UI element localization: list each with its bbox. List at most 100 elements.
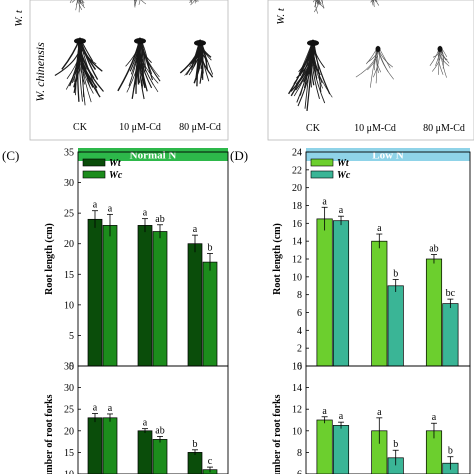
significance-letter: a [377, 407, 382, 418]
photo-left-label-10cd: 10 μM-Cd [119, 122, 161, 133]
significance-letter: ab [429, 244, 438, 255]
y-tick-label: 10 [64, 300, 74, 311]
significance-letter: a [322, 406, 327, 417]
y-tick-label: 10 [64, 470, 74, 474]
y-tick-label: 20 [64, 426, 74, 437]
legend-label-wt: Wt [337, 158, 350, 169]
photo-panel-left: W. t W. chinensis CK 10 μM-Cd 80 μM-Cd [13, 0, 229, 141]
y-tick-label: 25 [64, 209, 74, 220]
y-tick-label: 35 [64, 362, 74, 373]
y-tick-label: 6 [297, 308, 302, 319]
y-tick-label: 14 [292, 237, 302, 248]
y-tick-label: 8 [297, 448, 302, 459]
root-top-left-0 [69, 0, 86, 13]
y-tick-label: 14 [292, 383, 302, 394]
plot-frame [305, 365, 471, 474]
root-top-right-1 [370, 0, 380, 8]
bar-wc-1 [152, 231, 168, 367]
significance-letter: a [322, 196, 327, 207]
chart-root-length-normal-n: Normal N (C) 0 5 10 15 20 25 30 35 Root length (cm… [2, 148, 229, 373]
significance-letter: a [377, 223, 382, 234]
y-tick-label: 15 [64, 270, 74, 281]
y-axis-label: Number of root forks [44, 394, 55, 474]
y-tick-label: 30 [64, 383, 74, 394]
y-tick-label: 16 [292, 362, 302, 373]
root-wc-10cd-right [355, 45, 394, 88]
y-axis-label: Number of root forks [272, 394, 283, 474]
species-label-top-left: W. t [13, 9, 25, 27]
chart-title-bar [78, 148, 228, 161]
bar-wt-0 [87, 417, 103, 474]
chart-root-forks-low-n: 6 8 10 12 14 16 Number of root forks a a a a b b [272, 362, 471, 474]
y-tick-label: 15 [64, 448, 74, 459]
panel-label: (D) [230, 148, 248, 163]
bar-wt-1 [137, 225, 153, 367]
significance-letter: ab [155, 425, 164, 436]
significance-letter: bc [446, 288, 456, 299]
root-top-left-2 [189, 0, 199, 6]
root-wc-80cd-right [429, 45, 450, 78]
bar-wt-2 [187, 452, 203, 474]
root-wc-ck-right [288, 39, 333, 111]
y-tick-label: 22 [292, 165, 302, 176]
significance-letter: b [393, 269, 398, 280]
y-tick-label: 0 [69, 362, 74, 373]
photo-right-label-80cd: 80 μM-Cd [423, 123, 465, 134]
legend-label-wc: Wc [109, 170, 123, 181]
root-wc-80cd-left [179, 39, 214, 87]
bar-wc-0 [332, 220, 350, 367]
significance-letter: b [448, 446, 453, 457]
y-tick-label: 16 [292, 219, 302, 230]
panel-label: (C) [2, 148, 19, 163]
y-axis-label: Root length (cm) [44, 223, 55, 295]
species-label-bottom-left: W. chinensis [33, 42, 47, 102]
significance-letter: c [208, 456, 213, 467]
significance-letter: a [108, 403, 113, 414]
chart-title: Low N [372, 150, 404, 162]
photo-panel-right: W. t CK 10 μM-Cd 80 μM-Cd [267, 0, 474, 141]
y-tick-label: 6 [297, 470, 302, 474]
y-tick-label: 4 [297, 326, 302, 337]
y-axis-label: Root length (cm) [272, 223, 283, 295]
bar-wc-2 [442, 303, 459, 367]
y-tick-label: 8 [297, 290, 302, 301]
bar-wt-2 [187, 243, 203, 367]
significance-letter: a [193, 224, 198, 235]
y-tick-label: 18 [292, 201, 302, 212]
bar-wt-2 [425, 258, 443, 367]
chart-title-bar [306, 148, 470, 161]
legend-swatch-wc [310, 170, 334, 179]
root-top-left-1 [134, 0, 147, 8]
bar-wc-0 [102, 417, 118, 474]
y-tick-label: 25 [64, 405, 74, 416]
legend-swatch-wt [310, 158, 334, 167]
bar-wt-1 [371, 240, 388, 367]
y-tick-label: 12 [292, 255, 302, 266]
species-label-top-right: W. t [275, 7, 287, 25]
y-tick-label: 10 [292, 426, 302, 437]
significance-letter: ab [155, 214, 164, 225]
root-photo-right [288, 0, 450, 111]
legend-label-wc: Wc [337, 170, 351, 181]
legend-swatch-wc [82, 170, 106, 179]
bar-wc-1 [387, 285, 404, 367]
chart-title: Normal N [130, 150, 177, 162]
significance-letter: a [93, 200, 98, 211]
plot-frame [77, 365, 229, 474]
y-tick-label: 0 [297, 362, 302, 373]
bar-wc-1 [152, 439, 168, 474]
bar-wt-1 [137, 430, 153, 474]
significance-letter: b [193, 439, 198, 450]
significance-letter: a [108, 203, 113, 214]
significance-letter: a [93, 403, 98, 414]
root-photo-left [54, 0, 214, 106]
y-tick-label: 10 [292, 272, 302, 283]
photo-left-label-80cd: 80 μM-Cd [179, 122, 221, 133]
bar-wc-0 [332, 425, 350, 474]
photo-right-label-10cd: 10 μM-Cd [354, 123, 396, 134]
significance-letter: a [432, 412, 437, 423]
root-top-right-0 [312, 0, 325, 14]
